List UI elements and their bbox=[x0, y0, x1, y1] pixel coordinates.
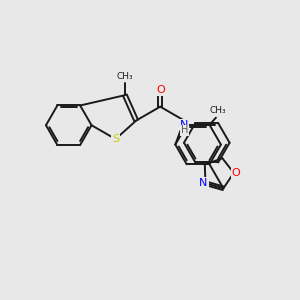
Text: CH₃: CH₃ bbox=[210, 106, 226, 115]
Text: S: S bbox=[112, 134, 119, 144]
Text: H: H bbox=[181, 125, 188, 135]
Text: N: N bbox=[180, 119, 188, 130]
Text: O: O bbox=[231, 168, 240, 178]
Text: CH₃: CH₃ bbox=[117, 72, 133, 81]
Text: N: N bbox=[199, 178, 208, 188]
Text: O: O bbox=[157, 85, 166, 95]
